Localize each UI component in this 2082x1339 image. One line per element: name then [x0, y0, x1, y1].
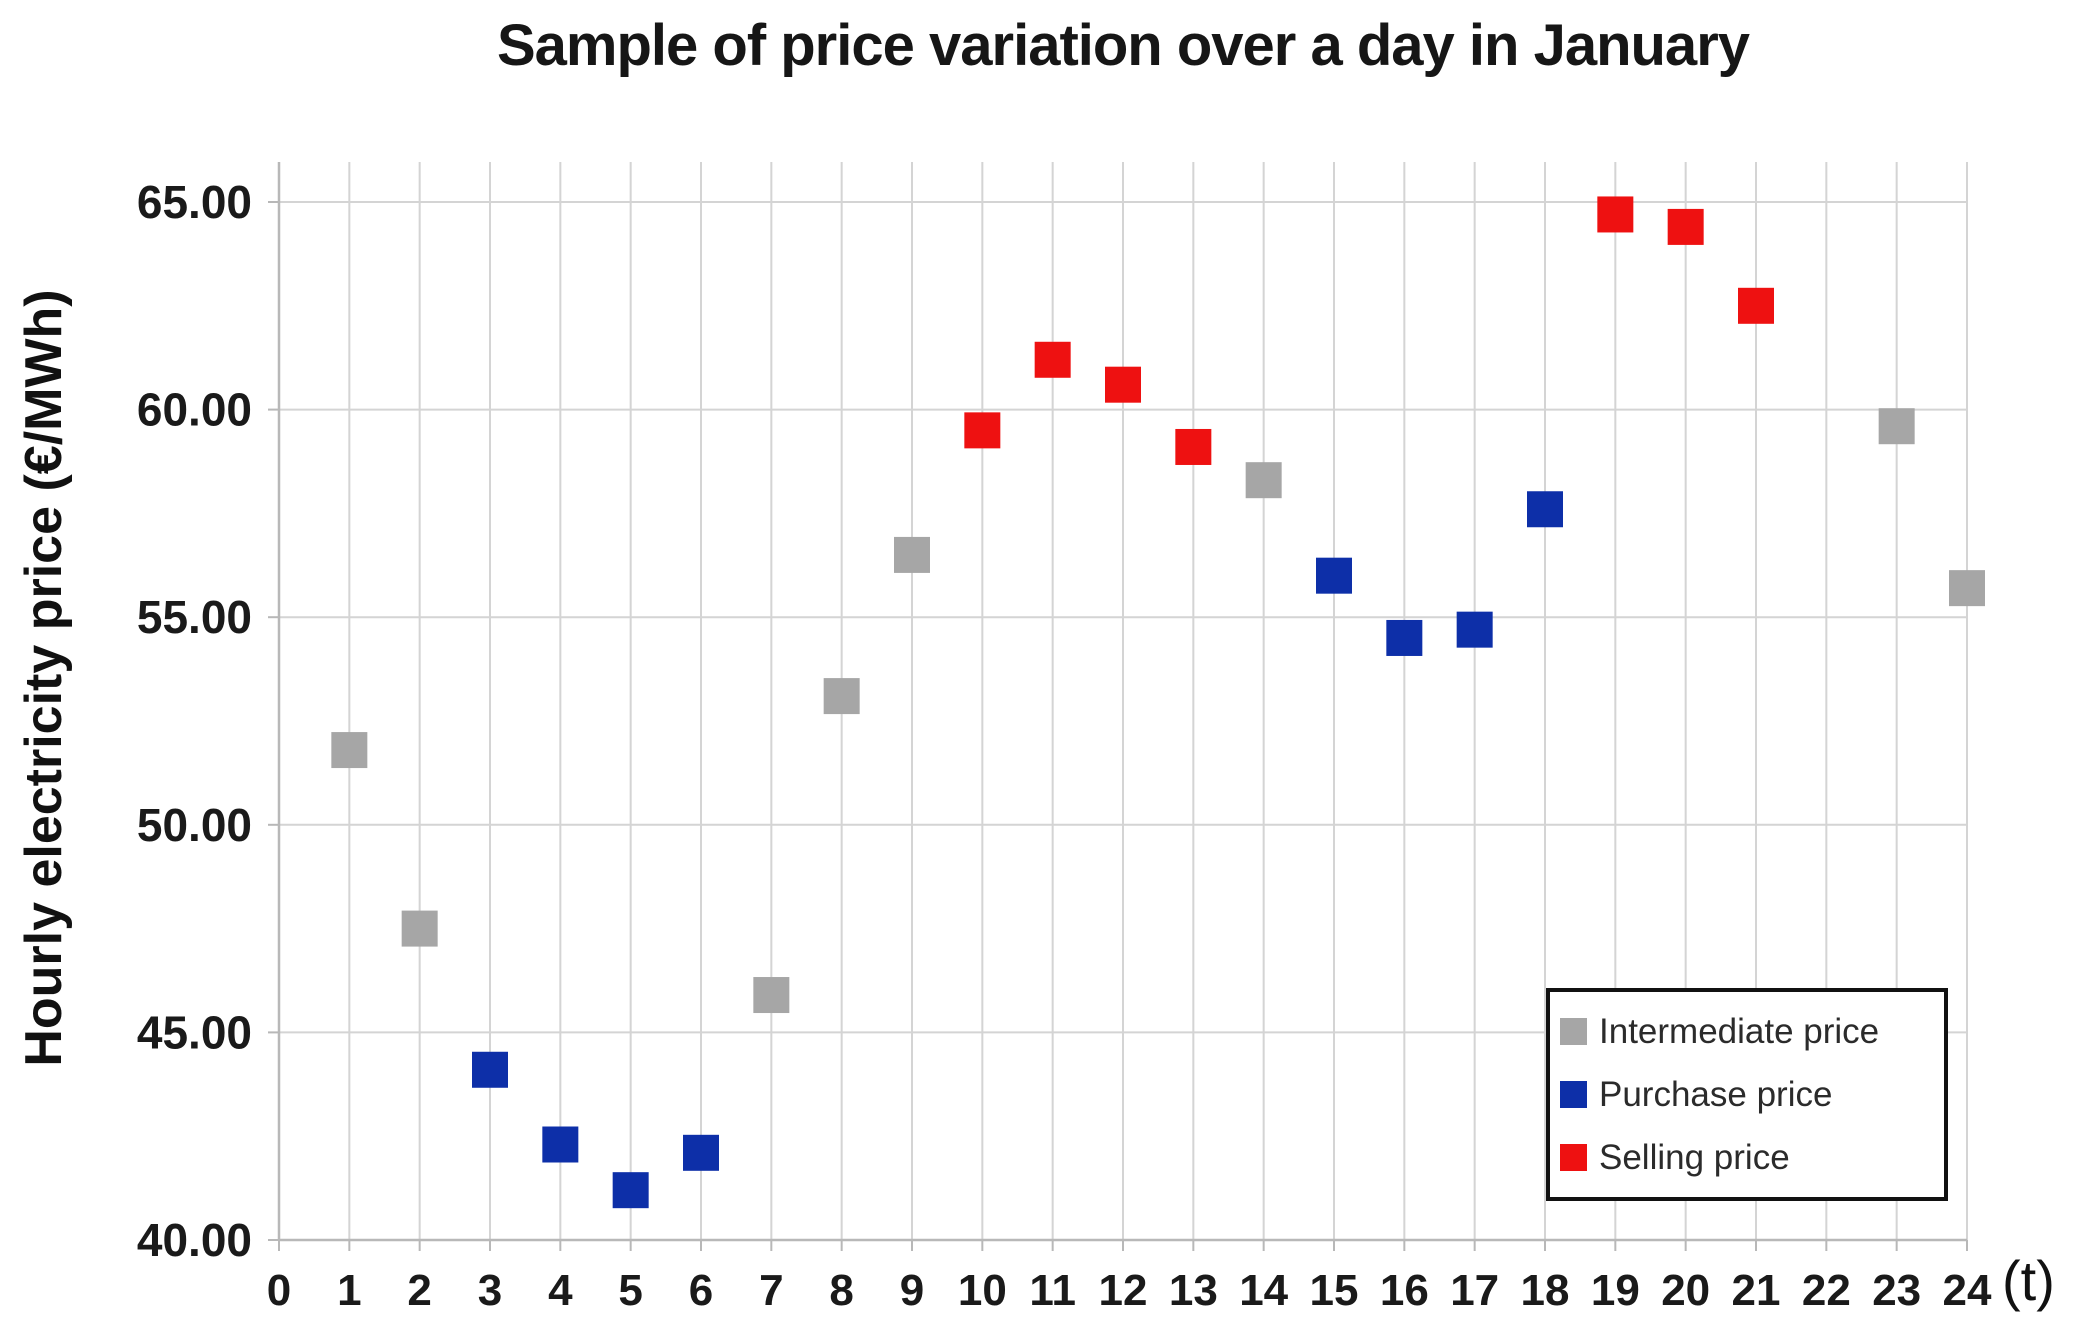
- x-axis-unit-label: (t): [2002, 1249, 2055, 1312]
- x-tick-label: 7: [759, 1266, 783, 1315]
- x-tick-label: 10: [958, 1266, 1007, 1315]
- x-tick-label: 1: [337, 1266, 361, 1315]
- x-tick-label: 2: [407, 1266, 431, 1315]
- data-point: [1667, 208, 1704, 245]
- data-point: [1386, 619, 1423, 656]
- legend-item-intermediate: Intermediate price: [1560, 1014, 1944, 1049]
- data-point: [331, 732, 368, 769]
- x-tick-label: 3: [478, 1266, 502, 1315]
- legend: Intermediate price Purchase price Sellin…: [1546, 988, 1948, 1201]
- x-tick-label: 6: [689, 1266, 713, 1315]
- y-tick-label: 50.00: [137, 799, 252, 851]
- data-point: [1527, 491, 1563, 528]
- y-tick-label: 55.00: [137, 591, 252, 643]
- data-point: [1878, 408, 1915, 445]
- data-point: [1949, 570, 1985, 607]
- y-tick-label: 40.00: [137, 1214, 252, 1266]
- x-tick-label: 17: [1450, 1266, 1499, 1315]
- x-tick-label: 9: [900, 1266, 924, 1315]
- data-point: [1105, 366, 1141, 403]
- x-tick-label: 19: [1591, 1266, 1640, 1315]
- legend-item-selling: Selling price: [1560, 1140, 1944, 1175]
- data-point: [612, 1172, 649, 1209]
- data-point: [1456, 611, 1493, 648]
- legend-label: Intermediate price: [1599, 1012, 1880, 1051]
- legend-label: Selling price: [1599, 1138, 1790, 1177]
- y-tick-label: 45.00: [137, 1006, 252, 1058]
- data-point: [1738, 287, 1774, 324]
- data-point: [823, 678, 860, 715]
- data-point: [542, 1126, 579, 1163]
- x-tick-label: 15: [1310, 1266, 1359, 1315]
- data-point: [894, 536, 930, 573]
- data-point: [1597, 196, 1634, 233]
- legend-item-purchase: Purchase price: [1560, 1077, 1944, 1112]
- x-tick-label: 23: [1872, 1266, 1921, 1315]
- y-tick-label: 65.00: [137, 176, 252, 228]
- data-point: [401, 910, 438, 947]
- y-tick-label: 60.00: [137, 384, 252, 436]
- x-tick-label: 14: [1239, 1266, 1288, 1315]
- purchase-swatch-icon: [1560, 1081, 1587, 1108]
- x-tick-label: 8: [829, 1266, 853, 1315]
- x-tick-label: 11: [1029, 1266, 1076, 1315]
- x-tick-label: 12: [1099, 1266, 1148, 1315]
- selling-swatch-icon: [1560, 1144, 1587, 1171]
- intermediate-swatch-icon: [1560, 1018, 1587, 1045]
- data-point: [1034, 341, 1071, 378]
- x-tick-label: 4: [548, 1266, 573, 1315]
- data-point: [753, 977, 790, 1014]
- chart-title: Sample of price variation over a day in …: [496, 13, 1750, 78]
- data-point: [1316, 557, 1352, 594]
- data-point: [964, 412, 1001, 449]
- data-point: [1175, 428, 1212, 465]
- x-tick-label: 5: [618, 1266, 642, 1315]
- x-tick-label: 0: [267, 1266, 291, 1315]
- x-tick-label: 20: [1661, 1266, 1710, 1315]
- x-tick-label: 16: [1380, 1266, 1429, 1315]
- legend-label: Purchase price: [1599, 1075, 1833, 1114]
- data-point: [683, 1134, 719, 1171]
- x-tick-label: 21: [1732, 1266, 1781, 1315]
- x-tick-label: 22: [1802, 1266, 1851, 1315]
- data-point: [1245, 462, 1282, 499]
- x-tick-label: 24: [1943, 1266, 1992, 1315]
- x-tick-label: 13: [1169, 1266, 1218, 1315]
- x-tick-label: 18: [1521, 1266, 1570, 1315]
- data-point: [472, 1051, 508, 1088]
